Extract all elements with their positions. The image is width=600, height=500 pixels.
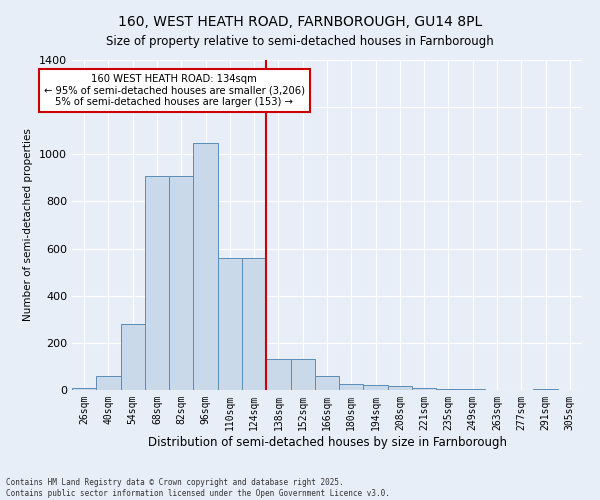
Bar bbox=[388, 386, 412, 390]
Bar bbox=[121, 324, 145, 390]
Bar bbox=[436, 389, 461, 390]
Bar bbox=[169, 176, 193, 390]
Bar bbox=[364, 386, 388, 390]
Bar bbox=[412, 388, 436, 390]
Bar bbox=[533, 389, 558, 390]
Bar bbox=[461, 389, 485, 390]
Text: 160, WEST HEATH ROAD, FARNBOROUGH, GU14 8PL: 160, WEST HEATH ROAD, FARNBOROUGH, GU14 … bbox=[118, 15, 482, 29]
Bar bbox=[290, 360, 315, 390]
Bar bbox=[193, 142, 218, 390]
Text: Size of property relative to semi-detached houses in Farnborough: Size of property relative to semi-detach… bbox=[106, 35, 494, 48]
X-axis label: Distribution of semi-detached houses by size in Farnborough: Distribution of semi-detached houses by … bbox=[148, 436, 506, 448]
Bar bbox=[96, 376, 121, 390]
Bar bbox=[145, 176, 169, 390]
Text: Contains HM Land Registry data © Crown copyright and database right 2025.
Contai: Contains HM Land Registry data © Crown c… bbox=[6, 478, 390, 498]
Text: 160 WEST HEATH ROAD: 134sqm
← 95% of semi-detached houses are smaller (3,206)
5%: 160 WEST HEATH ROAD: 134sqm ← 95% of sem… bbox=[44, 74, 305, 108]
Bar bbox=[266, 360, 290, 390]
Bar bbox=[218, 258, 242, 390]
Bar bbox=[72, 388, 96, 390]
Bar bbox=[315, 376, 339, 390]
Bar bbox=[339, 384, 364, 390]
Bar bbox=[242, 258, 266, 390]
Y-axis label: Number of semi-detached properties: Number of semi-detached properties bbox=[23, 128, 34, 322]
